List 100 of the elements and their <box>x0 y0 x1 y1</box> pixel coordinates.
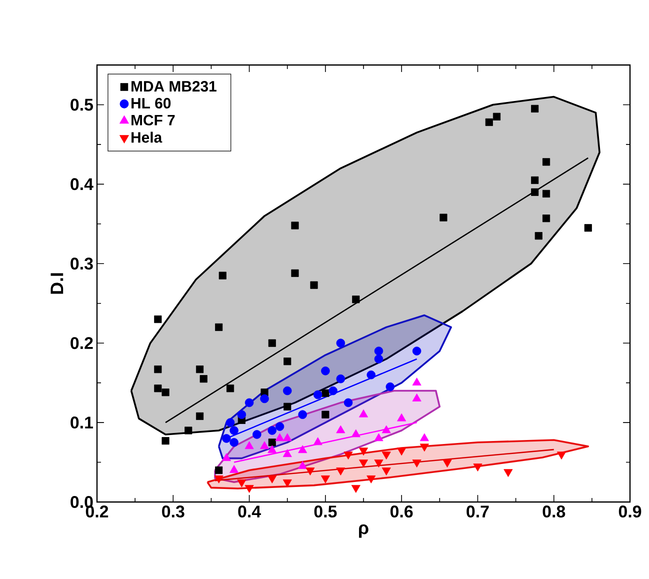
point <box>154 384 162 392</box>
point <box>374 433 384 442</box>
point <box>412 460 422 468</box>
point <box>542 158 550 166</box>
point <box>268 445 277 454</box>
point <box>244 441 254 450</box>
legend-label: Hela <box>132 132 162 143</box>
point <box>268 426 277 435</box>
y-tick-label: 0.1 <box>70 416 94 429</box>
point <box>321 366 330 376</box>
point <box>320 475 330 484</box>
point <box>328 386 338 396</box>
point <box>260 394 269 404</box>
x-tick-label: 0.9 <box>618 506 642 518</box>
point <box>382 425 391 434</box>
point <box>237 479 246 488</box>
point <box>154 315 162 324</box>
y-tick-label: 0.4 <box>70 178 94 190</box>
point <box>504 469 513 477</box>
point <box>352 296 360 304</box>
point <box>556 452 566 460</box>
point <box>222 434 231 443</box>
point <box>282 479 292 488</box>
legend-label: HL 60 <box>132 98 171 108</box>
point <box>336 374 346 384</box>
point <box>322 389 330 397</box>
point <box>420 433 429 442</box>
point <box>306 468 315 476</box>
x-tick-label: 0.8 <box>542 506 566 518</box>
point <box>313 437 322 446</box>
point <box>313 390 322 400</box>
point <box>298 410 307 419</box>
point <box>492 112 501 120</box>
point <box>215 323 223 331</box>
point <box>374 346 384 356</box>
point <box>275 433 284 442</box>
point <box>374 460 384 468</box>
point <box>230 426 238 435</box>
point <box>485 118 493 126</box>
point <box>386 382 395 392</box>
point <box>351 429 360 438</box>
y-axis-title: D.I <box>50 273 64 294</box>
point <box>237 410 246 419</box>
point <box>268 339 276 347</box>
point <box>291 269 299 277</box>
point <box>282 449 292 458</box>
point <box>344 452 353 460</box>
point <box>260 441 270 450</box>
point <box>358 448 368 456</box>
point <box>412 346 422 356</box>
x-axis-title: ρ <box>359 524 368 538</box>
point <box>344 398 353 408</box>
point <box>336 338 346 348</box>
point <box>531 188 539 196</box>
point <box>222 453 231 461</box>
point <box>397 448 406 456</box>
y-tick-label: 0.3 <box>70 258 93 270</box>
point <box>310 281 318 289</box>
legend-label: MCF 7 <box>132 114 175 126</box>
point <box>230 438 238 447</box>
x-tick-label: 0.2 <box>86 506 108 518</box>
point <box>244 485 254 493</box>
point <box>366 475 376 484</box>
point <box>382 468 391 476</box>
point <box>244 398 254 408</box>
point <box>534 232 542 240</box>
point <box>218 272 226 280</box>
point <box>215 466 223 474</box>
point <box>542 190 550 198</box>
point <box>275 422 284 431</box>
point <box>336 425 346 434</box>
point <box>351 485 360 493</box>
point <box>412 378 422 386</box>
point <box>282 433 292 442</box>
y-tick-label: 0.5 <box>70 98 94 111</box>
point <box>358 460 368 468</box>
point <box>420 444 429 452</box>
point <box>412 394 422 402</box>
point <box>358 409 368 418</box>
point <box>442 460 452 468</box>
point <box>184 426 192 434</box>
point <box>162 437 170 445</box>
point <box>291 222 299 230</box>
point <box>374 354 384 364</box>
point <box>473 464 482 472</box>
point <box>336 468 346 476</box>
point <box>542 214 550 222</box>
x-tick-label: 0.3 <box>162 506 184 518</box>
point <box>298 445 308 454</box>
point <box>584 224 592 232</box>
point <box>284 402 292 410</box>
point <box>440 214 448 222</box>
x-tick-label: 0.6 <box>390 506 413 518</box>
point <box>200 375 208 383</box>
point <box>282 386 292 396</box>
point <box>196 366 204 374</box>
point <box>397 413 406 422</box>
y-tick-label: 0.2 <box>70 337 93 350</box>
point <box>226 418 235 427</box>
point <box>154 366 162 374</box>
